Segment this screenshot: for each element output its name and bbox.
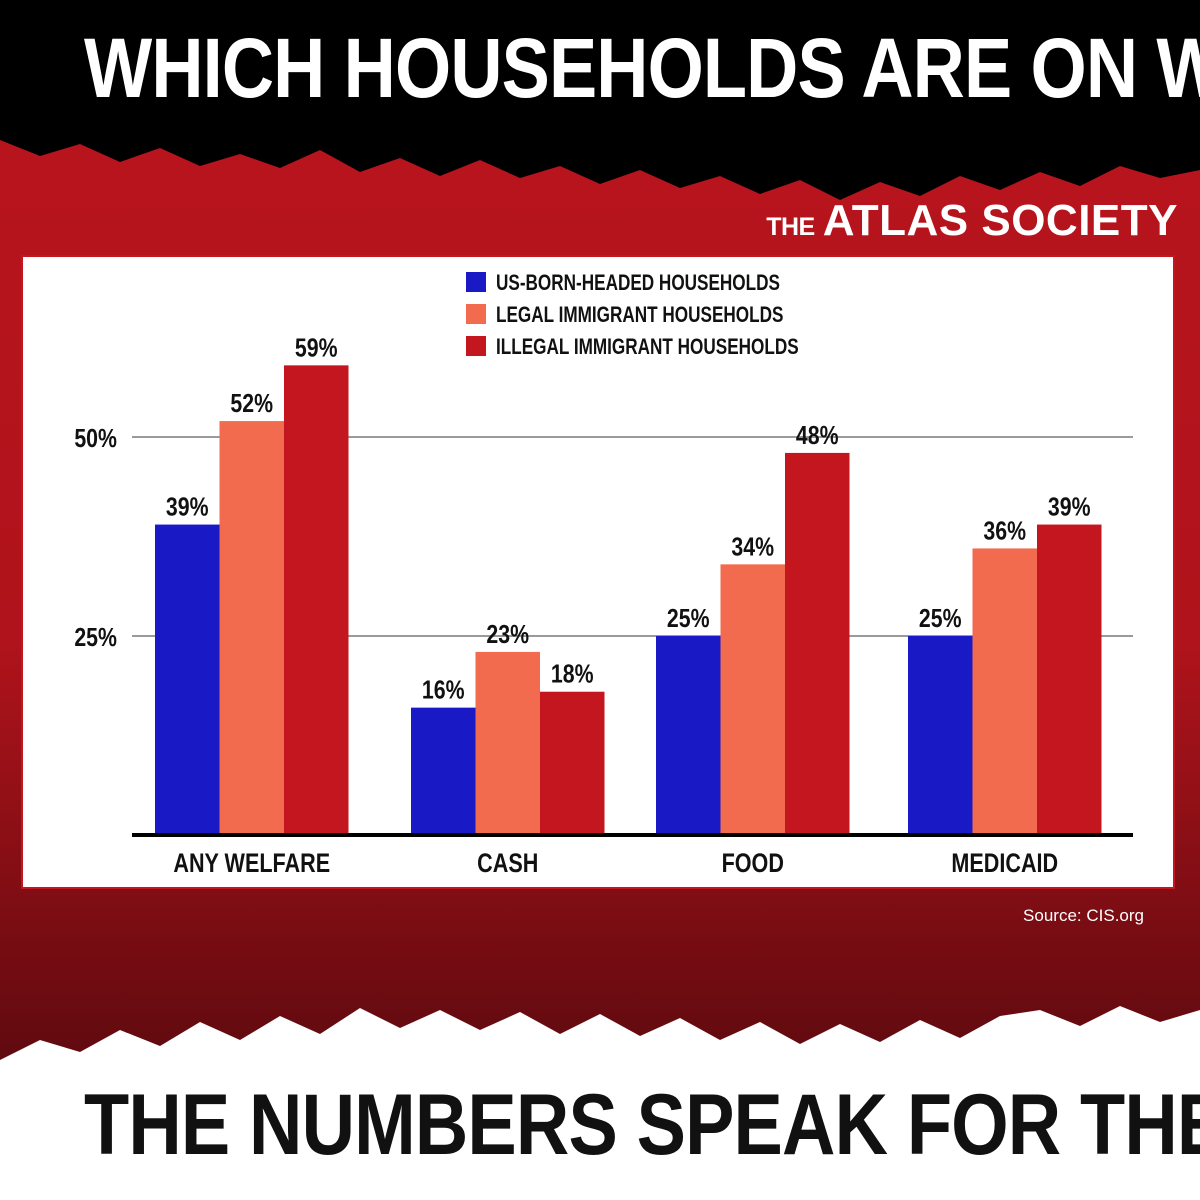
bar-data-label: 48%	[796, 421, 839, 451]
header-black-torn-band	[0, 0, 1200, 200]
legend-swatch	[466, 304, 486, 324]
brand-the: THE	[766, 213, 815, 241]
legend-label: US-BORN-HEADED HOUSEHOLDS	[496, 271, 780, 296]
headline: WHICH HOUSEHOLDS ARE ON WELFARE?	[84, 21, 1200, 115]
bar	[475, 651, 540, 835]
bar-data-label: 18%	[551, 660, 594, 690]
legend: US-BORN-HEADED HOUSEHOLDS LEGAL IMMIGRANT…	[466, 271, 799, 360]
source-note: Source: CIS.org	[1023, 906, 1144, 925]
legend-label: ILLEGAL IMMIGRANT HOUSEHOLDS	[496, 335, 799, 360]
x-category-label: CASH	[477, 849, 538, 879]
bar-data-label: 34%	[731, 532, 774, 562]
bar	[1037, 524, 1102, 835]
bar	[219, 421, 284, 835]
bar-data-label: 39%	[166, 493, 209, 523]
footer-white-torn-band	[0, 1006, 1200, 1200]
brand-logo: THE ATLAS SOCIETY	[766, 196, 1178, 246]
bar-data-label: 25%	[667, 604, 710, 634]
y-tick-label: 50%	[74, 424, 117, 454]
bar	[411, 707, 476, 835]
legend-label: LEGAL IMMIGRANT HOUSEHOLDS	[496, 303, 783, 328]
bar-data-label: 25%	[919, 604, 962, 634]
tagline: THE NUMBERS SPEAK FOR THEMSELVES	[84, 1077, 1200, 1173]
bar	[155, 524, 220, 835]
bar	[540, 691, 605, 835]
bars	[155, 365, 1102, 835]
x-category-label: ANY WELFARE	[173, 849, 330, 879]
brand-name: ATLAS SOCIETY	[822, 196, 1178, 245]
bar	[908, 636, 973, 835]
bar-data-label: 59%	[295, 333, 338, 363]
bar	[972, 548, 1037, 835]
x-category-label: FOOD	[722, 849, 784, 879]
bar	[284, 365, 349, 835]
legend-swatch	[466, 272, 486, 292]
bar	[656, 636, 721, 835]
labels: 25% 50% 39% 52% 59% ANY WELFARE 16% 23% 18% CASH 2…	[74, 333, 1090, 878]
bar	[785, 452, 850, 835]
bar-data-label: 23%	[486, 620, 529, 650]
bar-data-label: 36%	[983, 516, 1026, 546]
y-tick-label: 25%	[74, 623, 117, 653]
bar	[720, 564, 785, 835]
bar-data-label: 39%	[1048, 493, 1091, 523]
legend-swatch	[466, 336, 486, 356]
x-category-label: MEDICAID	[951, 849, 1058, 879]
bar-data-label: 16%	[422, 676, 465, 706]
bar-data-label: 52%	[230, 389, 273, 419]
